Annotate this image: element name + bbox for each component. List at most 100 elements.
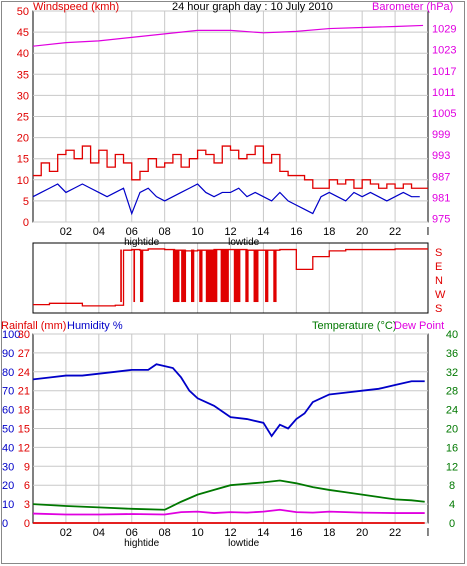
temperature-tick-label: 4 (449, 499, 455, 511)
x-tick-label: 08 (159, 226, 171, 238)
hightide-label: hightide (124, 237, 159, 248)
barometer-tick-label: 999 (432, 129, 450, 141)
direction-tick-label: S (435, 303, 442, 315)
barometer-tick-label: 981 (432, 192, 450, 204)
x-tick-label: 20 (356, 226, 368, 238)
rainfall-tick-label: 30 (18, 329, 30, 341)
x-tick-label: 02 (60, 226, 72, 238)
x-tick-label: 12 (224, 527, 236, 539)
temperature-tick-label: 40 (446, 329, 458, 341)
x-tick-label: 04 (93, 527, 105, 539)
rainfall-tick-label: 21 (18, 386, 30, 398)
barometer-tick-label: 1023 (432, 45, 456, 57)
x-tick-label: l (427, 527, 429, 539)
temperature-tick-label: 36 (446, 348, 458, 360)
x-tick-label: 14 (257, 226, 269, 238)
x-tick-label: 22 (389, 527, 401, 539)
windspeed-tick-label: 30 (17, 90, 29, 102)
direction-swing-bar (253, 249, 259, 303)
humidity-tick-label: 70 (2, 386, 14, 398)
temperature-axis-label: Temperature (°C) (312, 320, 397, 332)
rainfall-tick-label: 0 (24, 518, 30, 530)
barometer-tick-label: 975 (432, 213, 450, 225)
temperature-tick-label: 24 (446, 405, 458, 417)
temperature-tick-label: 28 (446, 386, 458, 398)
temperature-tick-label: 20 (446, 424, 458, 436)
direction-swing-bar (120, 249, 122, 303)
hightide-label: hightide (124, 538, 159, 549)
humidity-tick-label: 80 (2, 367, 14, 379)
rainfall-tick-label: 15 (18, 424, 30, 436)
humidity-axis-label: Humidity % (67, 320, 123, 332)
direction-tick-label: W (435, 289, 446, 301)
rainfall-tick-label: 9 (24, 461, 30, 473)
x-tick-label: 02 (60, 527, 72, 539)
windspeed-axis-label: Windspeed (kmh) (33, 1, 120, 13)
humidity-tick-label: 10 (2, 499, 14, 511)
x-tick-label: l (427, 226, 429, 238)
rainfall-tick-label: 27 (18, 348, 30, 360)
x-tick-label: 06 (126, 527, 138, 539)
series-line-windspeed-kmh (33, 145, 428, 189)
series-line-humidity (32, 363, 425, 438)
direction-tick-label: N (435, 275, 443, 287)
direction-swing-bar (133, 249, 136, 303)
humidity-tick-label: 60 (2, 405, 14, 417)
humidity-tick-label: 20 (2, 480, 14, 492)
temperature-tick-label: 16 (446, 442, 458, 454)
windspeed-tick-label: 5 (23, 196, 29, 208)
windspeed-tick-label: 25 (17, 112, 29, 124)
barometer-tick-label: 1017 (432, 66, 456, 78)
x-tick-label: 14 (257, 527, 269, 539)
plot-frame-2 (32, 242, 429, 314)
temperature-tick-label: 32 (446, 367, 458, 379)
direction-tick-label: E (435, 261, 442, 273)
x-tick-label: 18 (323, 226, 335, 238)
series-line-wind-direction (33, 248, 428, 307)
x-tick-label: 20 (356, 527, 368, 539)
direction-tick-label: S (435, 247, 442, 259)
windspeed-tick-label: 20 (17, 133, 29, 145)
rainfall-tick-label: 24 (18, 367, 30, 379)
humidity-tick-label: 100 (2, 329, 20, 341)
lowtide-label: lowtide (228, 237, 260, 248)
series-line-temperature-c (32, 479, 425, 511)
x-tick-label: 10 (191, 226, 203, 238)
windspeed-tick-label: 35 (17, 69, 29, 81)
lowtide-label: lowtide (228, 538, 260, 549)
barometer-tick-label: 993 (432, 150, 450, 162)
barometer-axis-label: Barometer (hPa) (372, 1, 454, 13)
x-tick-label: 18 (323, 527, 335, 539)
humidity-tick-label: 40 (2, 442, 14, 454)
x-tick-label: 04 (93, 226, 105, 238)
windspeed-tick-label: 15 (17, 154, 29, 166)
humidity-tick-label: 30 (2, 461, 14, 473)
barometer-tick-label: 1011 (432, 87, 456, 99)
x-tick-label: 06 (126, 226, 138, 238)
barometer-tick-label: 1029 (432, 24, 456, 36)
x-tick-label: 08 (159, 527, 171, 539)
rainfall-tick-label: 12 (18, 442, 30, 454)
windspeed-tick-label: 40 (17, 48, 29, 60)
direction-swing-bar (245, 249, 249, 303)
x-tick-label: 16 (290, 527, 302, 539)
barometer-tick-label: 987 (432, 171, 450, 183)
barometer-tick-label: 1005 (432, 108, 456, 120)
windspeed-tick-label: 45 (17, 27, 29, 39)
windspeed-tick-label: 0 (23, 217, 29, 229)
windspeed-tick-label: 10 (17, 175, 29, 187)
direction-swing-bar (205, 249, 218, 303)
direction-swing-bar (265, 249, 269, 303)
direction-swing-bar (220, 249, 229, 303)
direction-swing-bar (139, 249, 144, 303)
windspeed-tick-label: 50 (17, 6, 29, 18)
rainfall-axis-label: Rainfall (mm) (1, 320, 67, 332)
humidity-tick-label: 90 (2, 348, 14, 360)
direction-swing-bar (233, 249, 241, 303)
direction-swing-bar (181, 249, 187, 303)
humidity-tick-label: 0 (2, 518, 8, 530)
temperature-tick-label: 0 (449, 518, 455, 530)
direction-swing-bar (273, 249, 277, 303)
